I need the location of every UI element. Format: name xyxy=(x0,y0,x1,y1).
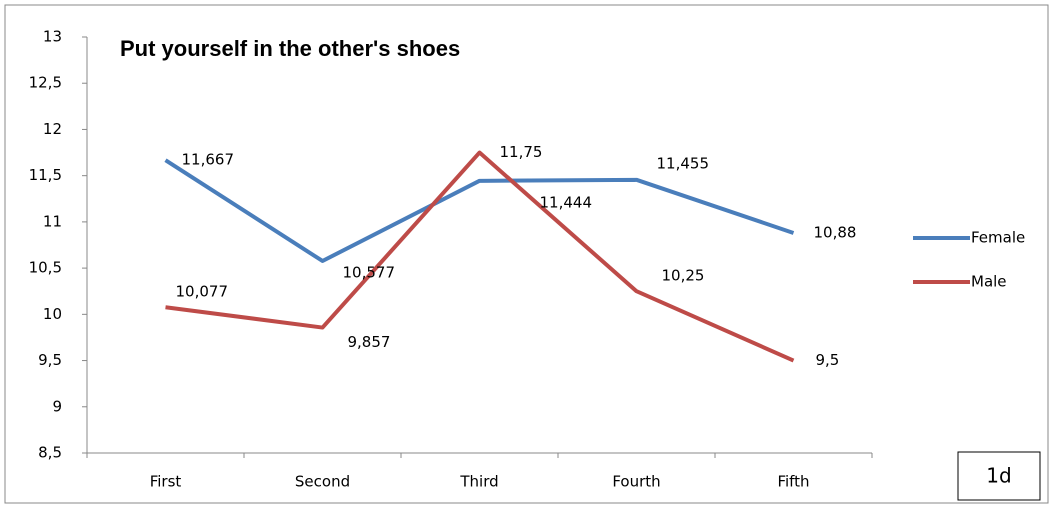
y-tick-label: 8,5 xyxy=(38,444,62,462)
y-tick-label: 11 xyxy=(43,212,62,230)
value-label: 9,5 xyxy=(816,351,840,369)
legend-label: Female xyxy=(971,229,1025,247)
y-tick-label: 10,5 xyxy=(29,259,62,277)
x-tick-label: Fifth xyxy=(777,473,809,491)
y-tick-label: 12 xyxy=(43,120,62,138)
value-label: 10,88 xyxy=(814,223,857,241)
value-label: 11,75 xyxy=(500,143,543,161)
series-line xyxy=(164,158,795,263)
y-tick-label: 12,5 xyxy=(29,74,62,92)
y-tick-label: 9,5 xyxy=(38,351,62,369)
chart-border xyxy=(4,4,1049,504)
value-label: 9,857 xyxy=(348,333,391,351)
value-label: 10,25 xyxy=(662,267,705,285)
value-label: 10,577 xyxy=(343,263,396,281)
y-tick-label: 9 xyxy=(52,397,62,415)
value-label: 10,077 xyxy=(176,283,229,301)
y-tick-label: 13 xyxy=(43,28,62,46)
series-line xyxy=(165,150,795,363)
legend-label: Male xyxy=(971,273,1007,291)
y-tick-label: 11,5 xyxy=(29,166,62,184)
value-label: 11,444 xyxy=(540,193,593,211)
chart-title: Put yourself in the other's shoes xyxy=(120,36,460,61)
value-label: 11,667 xyxy=(182,151,235,169)
value-label: 11,455 xyxy=(657,154,710,172)
x-tick-label: Fourth xyxy=(612,473,660,491)
y-tick-label: 10 xyxy=(43,305,62,323)
x-tick-label: Third xyxy=(459,473,498,491)
x-tick-label: First xyxy=(150,473,182,491)
x-tick-label: Second xyxy=(295,473,350,491)
annotation-box xyxy=(957,451,1041,501)
annotation: 1d xyxy=(986,464,1011,488)
